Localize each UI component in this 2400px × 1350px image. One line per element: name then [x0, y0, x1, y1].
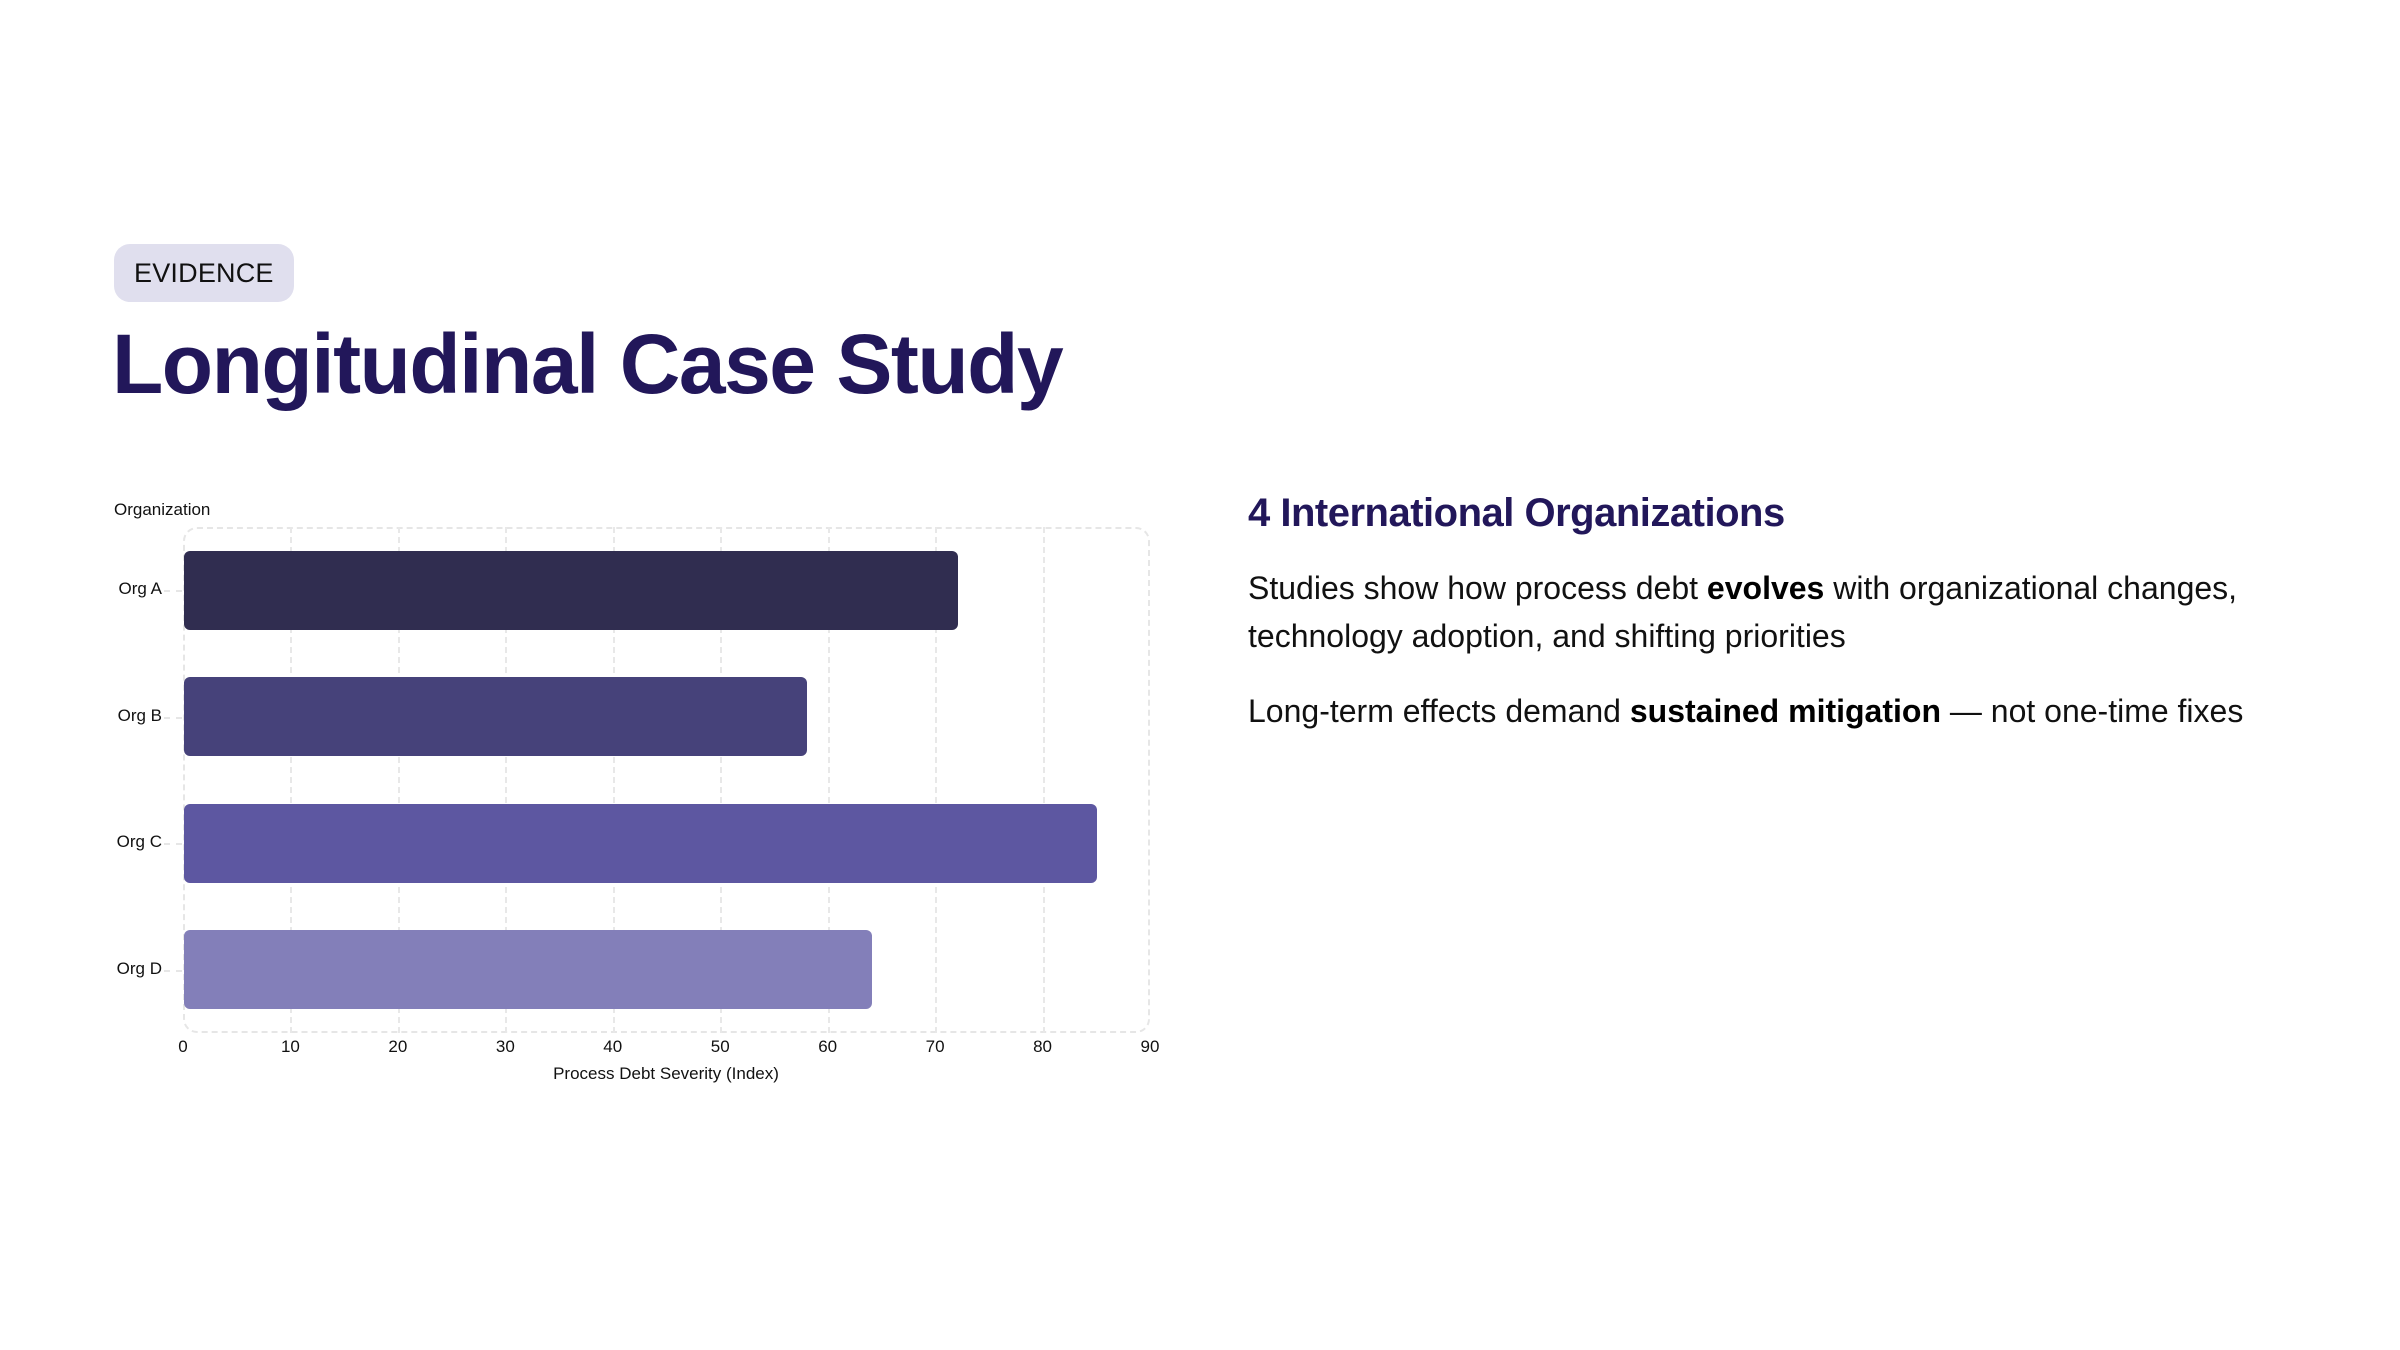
gridline	[935, 527, 938, 1033]
text: Long-term effects demand	[1248, 693, 1630, 729]
y-tick-mark	[164, 590, 182, 593]
x-tick-label: 20	[388, 1037, 408, 1056]
text: with organizational changes, technology …	[1248, 570, 2238, 654]
x-tick-label: 80	[1033, 1037, 1052, 1056]
summary-panel: 4 International Organizations Studies sh…	[1248, 488, 2328, 762]
x-tick-label: 50	[710, 1037, 730, 1056]
y-tick-mark	[164, 843, 182, 846]
y-tick-label: Org B	[117, 705, 162, 725]
section-badge-label: EVIDENCE	[134, 257, 274, 288]
y-tick-label: Org A	[118, 579, 162, 599]
gridline	[720, 527, 723, 1033]
bar-org-c	[184, 803, 1098, 883]
x-tick-label: 70	[925, 1037, 945, 1056]
bar-chart: Organization Org A Org B Org C Org D 0 10 20 3…	[0, 0, 1250, 1120]
gridline	[1042, 527, 1045, 1033]
y-tick-mark	[164, 716, 182, 719]
x-tick-label: 10	[280, 1037, 300, 1056]
x-tick-label: 40	[603, 1037, 623, 1056]
y-tick-mark	[164, 969, 182, 972]
y-tick-label: Org C	[116, 832, 162, 852]
emphasis: sustained mitigation	[1629, 693, 1941, 729]
x-tick-label: 60	[818, 1037, 838, 1056]
x-tick-label: 0	[178, 1037, 188, 1056]
plot-area	[183, 527, 1150, 1033]
text: — not one-time fixes	[1940, 693, 2244, 729]
text: Studies show how process debt	[1248, 570, 1707, 606]
page-title: Longitudinal Case Study	[112, 317, 1064, 411]
x-axis-title: Process Debt Severity (Index)	[553, 1064, 779, 1083]
y-axis-title: Organization	[114, 500, 211, 519]
section-badge: EVIDENCE	[114, 244, 294, 302]
emphasis: evolves	[1706, 570, 1825, 606]
summary-paragraph-2: Long-term effects demand sustained mitig…	[1248, 687, 2328, 735]
bar-org-a	[184, 550, 958, 630]
gridline	[827, 527, 830, 1033]
gridline	[397, 527, 400, 1033]
gridline	[290, 527, 293, 1033]
summary-heading: 4 International Organizations	[1248, 491, 1785, 535]
bar-org-d	[184, 930, 872, 1010]
gridline	[505, 527, 508, 1033]
x-tick-label: 90	[1140, 1037, 1160, 1056]
bar-org-b	[184, 677, 808, 757]
x-tick-label: 30	[495, 1037, 515, 1056]
gridline	[612, 527, 615, 1033]
summary-paragraph-1: Studies show how process debt evolves wi…	[1248, 564, 2328, 660]
y-tick-label: Org D	[116, 958, 162, 978]
